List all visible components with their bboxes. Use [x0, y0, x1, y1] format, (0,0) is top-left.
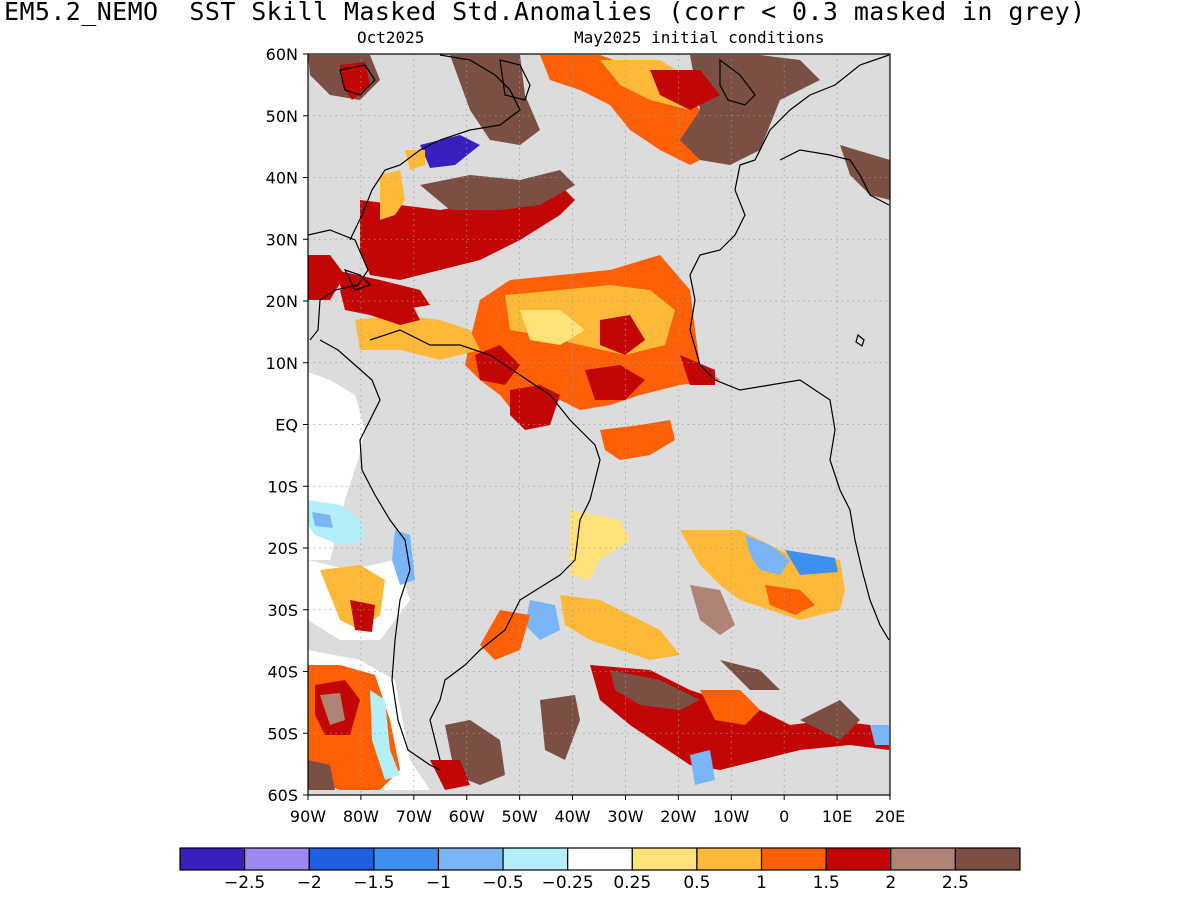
cuba-outline [343, 268, 372, 291]
lon-label: 50W [502, 807, 538, 826]
colorbar-label: −2.5 [224, 873, 265, 893]
colorbar-label: −0.25 [542, 873, 594, 893]
lon-label: 80W [343, 807, 379, 826]
colorbar-swatch [696, 847, 763, 871]
lon-label: 60W [449, 807, 485, 826]
colorbar-swatch [890, 847, 956, 871]
north-america-east-coast [349, 54, 521, 241]
lat-label: 10S [267, 477, 298, 496]
coastlines [308, 54, 890, 771]
africa-europe-coast [689, 54, 890, 641]
colorbar-label: 2 [885, 873, 896, 893]
lat-label: 60N [266, 45, 298, 64]
hudson-bay-outline [339, 64, 376, 96]
british-isles-outline [719, 58, 756, 106]
map-content [308, 54, 890, 795]
lon-label: 20E [875, 807, 905, 826]
lon-label: 40W [554, 807, 590, 826]
colorbar-swatch [244, 847, 310, 871]
lon-label: 10W [713, 807, 749, 826]
colorbar-label: 2.5 [942, 873, 969, 893]
longitude-axis: 90W 80W 70W 60W 50W 40W 30W 20W 10W 0 10E 20E [290, 795, 905, 826]
lat-label: 30N [266, 230, 298, 249]
colorbar-label: −0.5 [482, 873, 523, 893]
lat-label: 60S [267, 786, 298, 805]
colorbar-swatch [373, 847, 440, 871]
lat-label: 20N [266, 292, 298, 311]
lon-label: 10E [822, 807, 852, 826]
colorbar: −2.5 −2 −1.5 −1 −0.5 −0.25 0.25 0.5 1 1.5 2 2.5 [179, 847, 1021, 893]
colorbar-swatch [567, 847, 633, 871]
newfoundland-outline [499, 59, 531, 101]
south-america-east-coast [369, 329, 601, 761]
lat-label: 10N [266, 354, 298, 373]
valid-month-label: Oct2025 [357, 28, 425, 47]
lat-label: 50N [266, 107, 298, 126]
lat-label: 50S [267, 724, 298, 743]
lon-label: 70W [396, 807, 432, 826]
lat-label: 40S [267, 663, 298, 682]
colorbar-swatch [954, 847, 1021, 871]
colorbar-swatch [631, 847, 698, 871]
colorbar-swatch [825, 847, 892, 871]
gulf-coast-outline [308, 229, 369, 341]
colorbar-label: 1.5 [813, 873, 840, 893]
south-america-west-coast [319, 339, 441, 771]
colorbar-label: −1 [426, 873, 451, 893]
lat-label: 30S [267, 601, 298, 620]
latitude-axis: 60N 50N 40N 30N 20N 10N EQ 10S 20S 30S 40S 50S 60S [266, 45, 308, 805]
colorbar-label: 0.25 [613, 873, 651, 893]
lat-label: EQ [275, 416, 298, 435]
colorbar-label: 1 [756, 873, 767, 893]
colorbar-label: −1.5 [353, 873, 394, 893]
lon-label: 90W [290, 807, 326, 826]
colorbar-swatch [179, 847, 246, 871]
colorbar-swatch [437, 847, 504, 871]
grid-lines [308, 54, 890, 795]
colorbar-swatch [502, 847, 569, 871]
chart-title: EM5.2_NEMO SST Skill Masked Std.Anomalie… [4, 0, 1086, 26]
anomaly-south-atlantic [308, 500, 889, 790]
lon-label: 30W [607, 807, 643, 826]
colorbar-swatch [760, 847, 827, 871]
initial-conditions-label: May2025 initial conditions [574, 28, 825, 47]
anomaly-tropical-atlantic [340, 255, 720, 460]
lat-label: 20S [267, 539, 298, 558]
lon-label: 0 [779, 807, 789, 826]
mediterranean-coast [779, 149, 890, 206]
lon-label: 20W [660, 807, 696, 826]
colorbar-label: −2 [297, 873, 322, 893]
colorbar-label: 0.5 [683, 873, 710, 893]
lat-label: 40N [266, 169, 298, 188]
lake-island-outline [855, 333, 865, 347]
colorbar-swatch [308, 847, 375, 871]
